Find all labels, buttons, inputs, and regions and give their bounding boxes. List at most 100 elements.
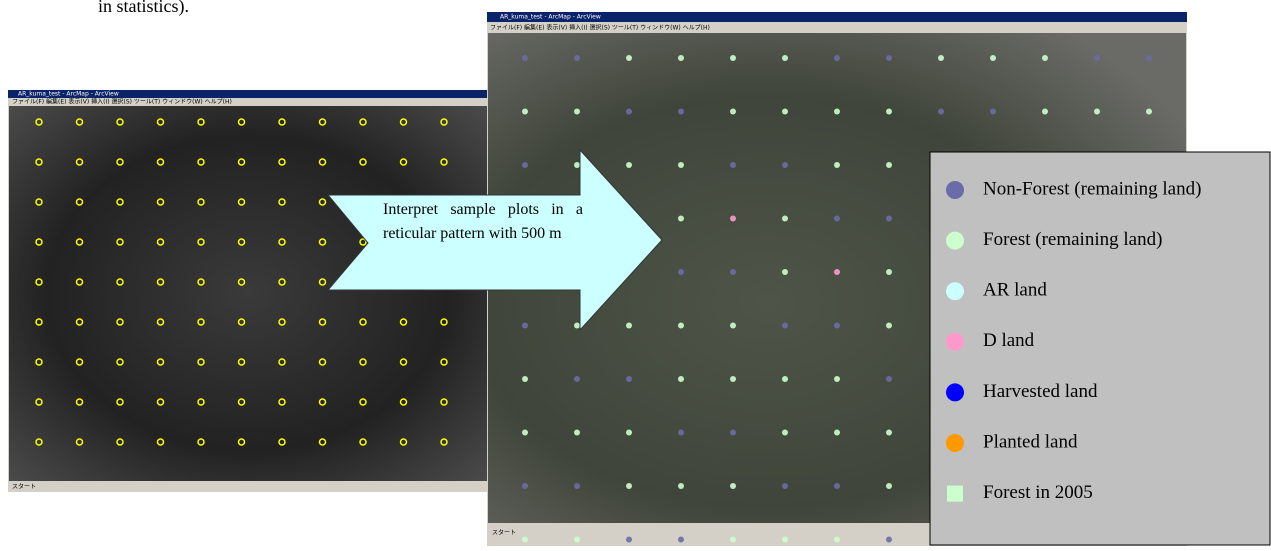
sample-plot [1094, 109, 1100, 115]
sample-plot [782, 269, 788, 275]
sample-plot [626, 537, 632, 543]
sample-plot [782, 376, 788, 382]
start-button[interactable]: スタート [492, 529, 516, 537]
sample-plot [1146, 55, 1152, 61]
sample-plot [886, 109, 892, 115]
legend-swatch [946, 181, 964, 199]
legend-label: Forest in 2005 [983, 482, 1093, 503]
legend-label: Harvested land [983, 381, 1098, 402]
sample-plot [626, 55, 632, 61]
sample-plot [678, 430, 684, 436]
sample-plot [574, 537, 580, 543]
sample-plot [626, 430, 632, 436]
legend-swatch [946, 282, 964, 300]
sample-plot [678, 269, 684, 275]
sample-plot [626, 162, 632, 168]
sample-plot [678, 55, 684, 61]
sample-plot [730, 483, 736, 489]
sample-plot [678, 109, 684, 115]
arrow-text-box: Interpret sample plots in a reticular pa… [383, 198, 583, 293]
figure: in statistics). AR_kuma_test - ArcMap - … [0, 0, 1271, 546]
sample-plot [782, 109, 788, 115]
sample-plot [886, 323, 892, 329]
legend-swatch [946, 232, 964, 250]
sample-plot [574, 430, 580, 436]
sample-plot [886, 162, 892, 168]
sample-plot [574, 55, 580, 61]
legend-label: D land [983, 330, 1035, 351]
sample-plot [626, 109, 632, 115]
legend-label: Forest (remaining land) [983, 229, 1162, 250]
sample-plot [1094, 55, 1100, 61]
start-button[interactable]: スタート [12, 483, 36, 491]
legend-swatch [946, 333, 964, 351]
legend-swatch [947, 486, 963, 502]
sample-plot [730, 216, 736, 222]
sample-plot [522, 109, 528, 115]
intro-text: in statistics). [98, 0, 189, 17]
sample-plot [1042, 109, 1048, 115]
sample-plot [522, 376, 528, 382]
sample-plot [782, 323, 788, 329]
menu-bar: ファイル(F) 編集(E) 表示(V) 挿入(I) 選択(S) ツール(T) ウ… [12, 98, 232, 106]
sample-plot [834, 537, 840, 543]
sample-plot [574, 162, 580, 168]
sample-plot [730, 162, 736, 168]
sample-plot [730, 55, 736, 61]
sample-plot [730, 323, 736, 329]
sample-plot [522, 537, 528, 543]
legend-label: Planted land [983, 431, 1078, 452]
sample-plot [1146, 109, 1152, 115]
sample-plot [730, 376, 736, 382]
sample-plot [782, 537, 788, 543]
sample-plot [886, 216, 892, 222]
sample-plot [886, 55, 892, 61]
sample-plot [834, 323, 840, 329]
sample-plot [834, 55, 840, 61]
sample-plot [730, 430, 736, 436]
sample-plot [678, 323, 684, 329]
sample-plot [938, 109, 944, 115]
sample-plot [678, 216, 684, 222]
sample-plot [626, 376, 632, 382]
sample-plot [626, 483, 632, 489]
sample-plot [782, 55, 788, 61]
legend-box [930, 152, 1270, 545]
sample-plot [522, 162, 528, 168]
menu-bar: ファイル(F) 編集(E) 表示(V) 挿入(I) 選択(S) ツール(T) ウ… [490, 24, 710, 32]
taskbar [8, 482, 488, 492]
sample-plot [886, 269, 892, 275]
legend-swatch [946, 434, 964, 452]
sample-plot [990, 55, 996, 61]
window-title: AR_kuma_test - ArcMap - ArcView [500, 14, 601, 21]
sample-plot [990, 109, 996, 115]
sample-plot [834, 109, 840, 115]
sample-plot [574, 483, 580, 489]
sample-plot [834, 269, 840, 275]
sample-plot [782, 216, 788, 222]
aerial-image [9, 106, 487, 481]
arrow-text: Interpret sample plots in a reticular pa… [383, 198, 583, 246]
sample-plot [834, 162, 840, 168]
sample-plot [834, 483, 840, 489]
sample-plot [522, 55, 528, 61]
sample-plot [522, 483, 528, 489]
sample-plot [886, 537, 892, 543]
sample-plot [574, 323, 580, 329]
sample-plot [574, 109, 580, 115]
legend-swatch [946, 383, 964, 401]
sample-plot [678, 162, 684, 168]
sample-plot [938, 55, 944, 61]
sample-plot [834, 430, 840, 436]
legend-label: Non-Forest (remaining land) [983, 178, 1201, 199]
sample-plot [678, 537, 684, 543]
sample-plot [574, 376, 580, 382]
sample-plot [522, 430, 528, 436]
sample-plot [730, 109, 736, 115]
sample-plot [678, 376, 684, 382]
sample-plot [782, 483, 788, 489]
sample-plot [886, 483, 892, 489]
legend-label: AR land [983, 280, 1047, 301]
window-title: AR_kuma_test - ArcMap - ArcView [18, 91, 119, 98]
sample-plot [782, 162, 788, 168]
